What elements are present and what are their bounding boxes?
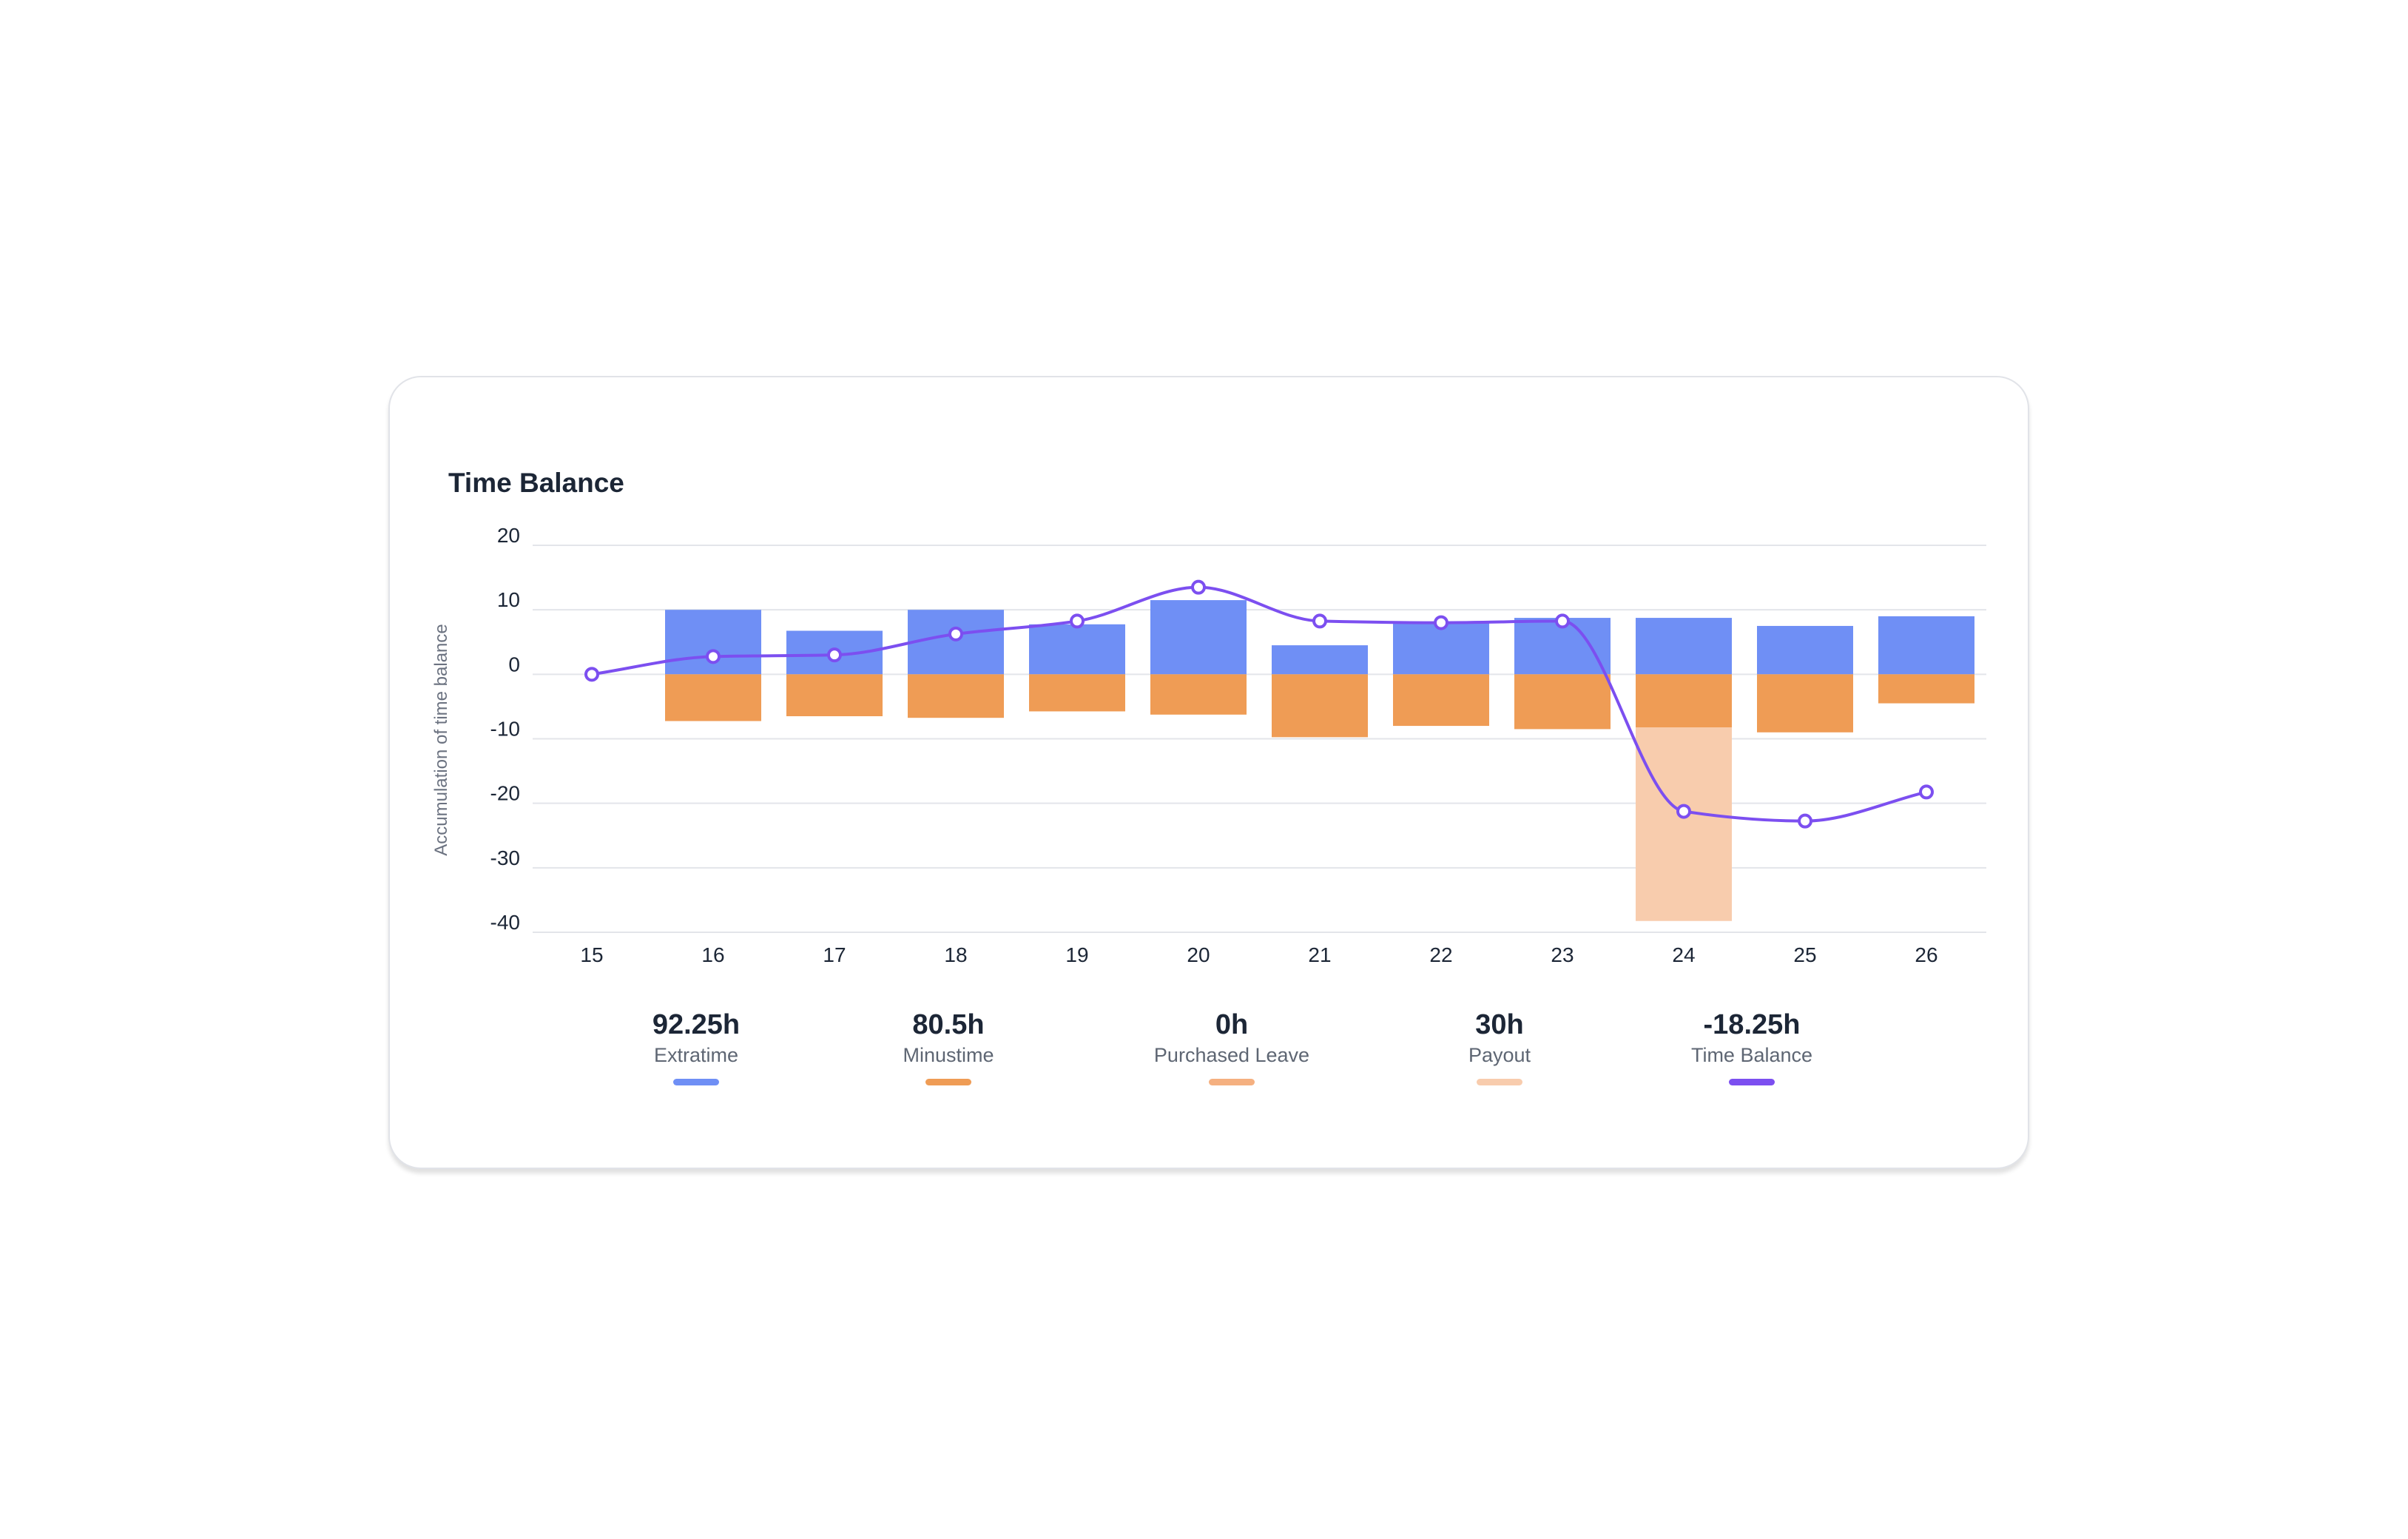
- bar-minustime: [1514, 674, 1611, 730]
- time-balance-total: -18.25h: [1703, 1009, 1801, 1040]
- x-tick-label: 26: [1915, 943, 1937, 966]
- y-tick-label: 0: [508, 653, 520, 676]
- legend-purchased-leave: 0h Purchased Leave: [1106, 1009, 1358, 1085]
- bar-minustime: [1636, 674, 1732, 728]
- bar-minustime: [1757, 674, 1853, 733]
- bar-extratime: [665, 610, 761, 675]
- time-balance-card: [388, 376, 2029, 1169]
- time-balance-point: [1919, 784, 1934, 800]
- bar-extratime: [908, 610, 1004, 675]
- time-balance-point: [1676, 804, 1691, 819]
- time-balance-swatch: [1729, 1078, 1775, 1085]
- time-balance-line: [584, 579, 1934, 829]
- extratime-total: 92.25h: [652, 1009, 741, 1040]
- bar-minustime: [786, 674, 883, 716]
- time-balance-point: [584, 667, 599, 682]
- y-tick-label: -10: [490, 718, 520, 741]
- time-balance-label: Time Balance: [1690, 1043, 1813, 1066]
- x-tick-label: 17: [823, 943, 846, 966]
- bar-extratime: [1757, 625, 1853, 675]
- time-balance-point: [827, 647, 842, 663]
- x-tick-label: 23: [1551, 943, 1574, 966]
- time-balance-point: [706, 649, 721, 664]
- bar-extratime: [1029, 624, 1125, 675]
- legend-minustime: 80.5h Minustime: [823, 1009, 1074, 1085]
- bar-extratime: [1150, 600, 1247, 675]
- minustime-total: 80.5h: [912, 1009, 985, 1040]
- x-axis-ticks: 15 16 17 18 19 20 21 22 23 24 25 26: [580, 943, 1937, 966]
- time-balance-point: [1555, 613, 1570, 629]
- bar-minustime: [1878, 674, 1974, 704]
- x-tick-label: 18: [944, 943, 967, 966]
- bar-extratime: [1636, 618, 1732, 675]
- bar-extratime: [1878, 616, 1974, 675]
- bar-extratime: [1272, 645, 1368, 675]
- time-balance-point: [948, 626, 963, 641]
- x-tick-label: 15: [580, 943, 603, 966]
- legend-extratime: 92.25h Extratime: [570, 1009, 822, 1085]
- bar-minustime: [1029, 674, 1125, 712]
- grid-lines: [533, 545, 1986, 933]
- x-tick-label: 25: [1793, 943, 1816, 966]
- x-tick-label: 20: [1187, 943, 1210, 966]
- time-balance-point: [1798, 813, 1812, 829]
- bar-extratime: [1393, 622, 1489, 675]
- time-balance-point: [1434, 615, 1448, 630]
- purchased-leave-total: 0h: [1215, 1009, 1249, 1040]
- x-tick-label: 21: [1308, 943, 1331, 966]
- time-balance-point: [1070, 613, 1085, 629]
- bar-minustime: [1272, 674, 1368, 738]
- x-tick-label: 24: [1672, 943, 1695, 966]
- minustime-swatch: [925, 1078, 971, 1085]
- y-axis-ticks: 20 10 0 -10 -20 -30 -40: [490, 524, 520, 934]
- bar-minustime: [908, 674, 1004, 718]
- purchased-leave-swatch: [1209, 1078, 1255, 1085]
- chart-title: Time Balance: [448, 468, 624, 498]
- x-tick-label: 16: [701, 943, 724, 966]
- bar-payout: [1636, 727, 1732, 921]
- payout-total: 30h: [1475, 1009, 1524, 1040]
- bar-minustime: [1393, 674, 1489, 727]
- bars: [665, 600, 1974, 921]
- purchased-leave-label: Purchased Leave: [1153, 1043, 1310, 1066]
- x-tick-label: 22: [1429, 943, 1452, 966]
- legend-payout: 30h Payout: [1374, 1009, 1625, 1085]
- x-tick-label: 19: [1065, 943, 1088, 966]
- legend-time-balance: -18.25h Time Balance: [1626, 1009, 1878, 1085]
- payout-swatch: [1477, 1078, 1522, 1085]
- y-axis-label: Accumulation of time balance: [431, 624, 451, 856]
- y-tick-label: 10: [497, 588, 520, 611]
- payout-label: Payout: [1468, 1043, 1531, 1066]
- y-tick-label: 20: [497, 524, 520, 547]
- minustime-label: Minustime: [903, 1043, 994, 1066]
- time-balance-point: [1191, 579, 1206, 595]
- y-tick-label: -40: [490, 911, 520, 934]
- bar-minustime: [1150, 674, 1247, 715]
- extratime-swatch: [673, 1078, 719, 1085]
- y-tick-label: -30: [490, 846, 520, 869]
- time-balance-point: [1312, 613, 1327, 629]
- y-tick-label: -20: [490, 782, 520, 805]
- bar-minustime: [665, 674, 761, 721]
- extratime-label: Extratime: [653, 1043, 739, 1066]
